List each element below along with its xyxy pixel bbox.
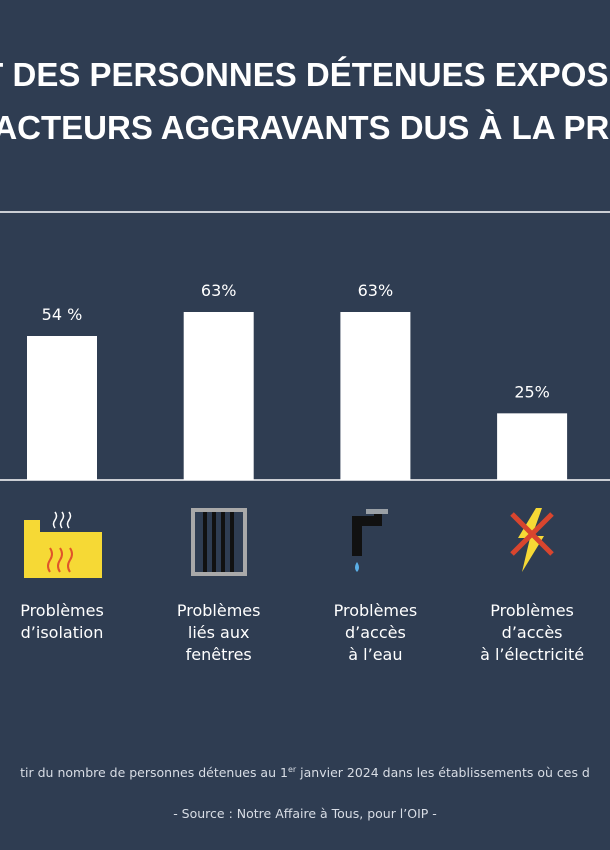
bar xyxy=(183,312,254,480)
footnote-sup: er xyxy=(287,765,297,774)
title-line: X FACTEURS AGGRAVANTS DUS À LA PRISO xyxy=(0,109,610,146)
category-label: Problèmes liés aux fenêtres xyxy=(176,601,261,664)
icon-window xyxy=(191,508,247,576)
category-label: Problèmes d’accès à l’eau xyxy=(333,601,418,664)
source: - Source : Notre Affaire à Tous, pour l’… xyxy=(173,806,437,821)
value-label: 63% xyxy=(358,281,394,300)
footnote-text: tir du nombre de personnes détenues au 1 xyxy=(20,765,288,781)
bar xyxy=(497,413,568,480)
bar xyxy=(27,336,97,480)
footnote: tir du nombre de personnes détenues au 1… xyxy=(0,765,610,780)
value-label: 25% xyxy=(514,382,550,401)
value-label: 63% xyxy=(201,281,237,300)
bar xyxy=(340,312,411,480)
value-label: 54 % xyxy=(42,305,83,324)
category-label: Problèmes d’isolation xyxy=(20,601,104,642)
icon-tap xyxy=(352,509,388,572)
category-label: Problèmes d’accès à l’électricité xyxy=(480,601,585,664)
footnote-text: janvier 2024 dans les établissements où … xyxy=(296,765,590,781)
icon-electricity xyxy=(510,508,554,572)
icon-isolation xyxy=(24,511,102,578)
title-line: ART DES PERSONNES DÉTENUES EXPOSÉES xyxy=(0,56,610,93)
